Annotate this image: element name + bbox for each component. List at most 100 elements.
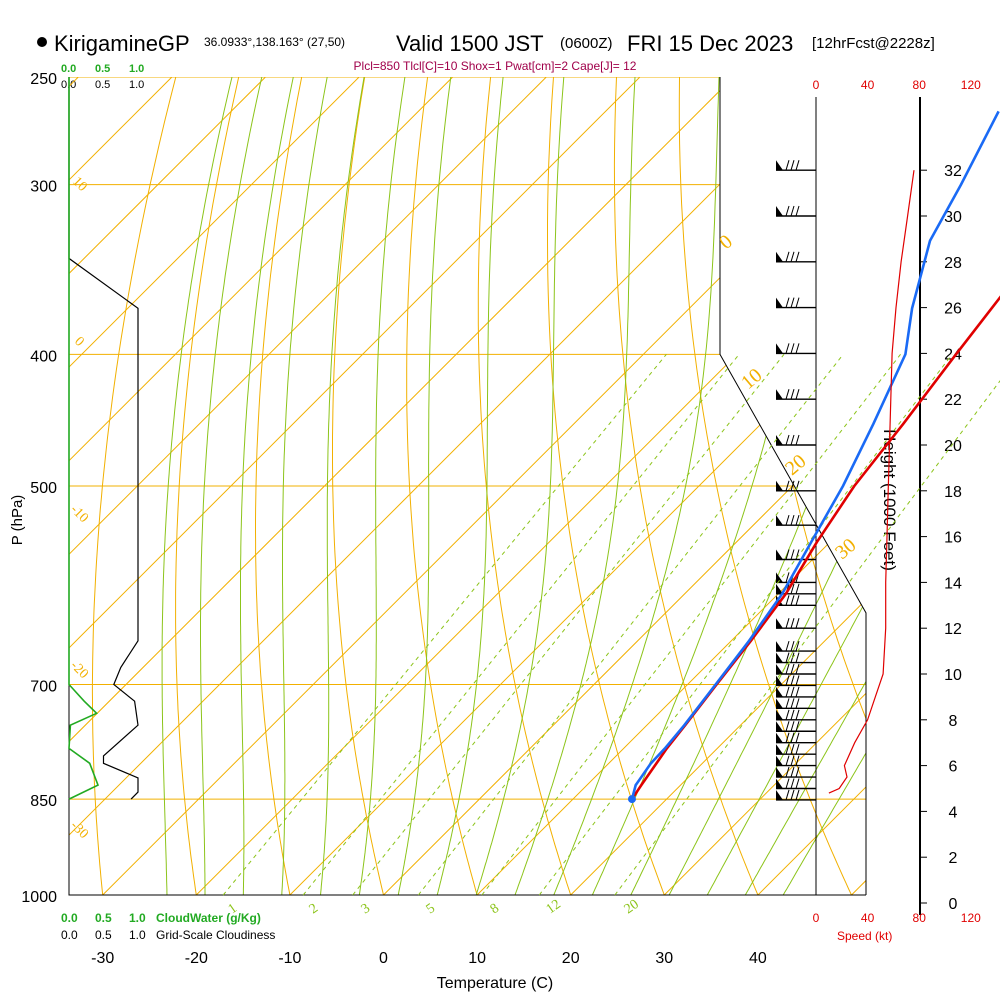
wind-barb-feather <box>795 583 800 594</box>
height-tick-label: 20 <box>944 438 962 455</box>
wind-barb-feather <box>790 766 795 778</box>
wind-barb-feather <box>790 583 795 594</box>
moist-adiabat-line <box>653 77 866 895</box>
dry-adiabat-line <box>255 77 307 895</box>
wind-barb <box>776 251 816 263</box>
wind-barb-feather <box>785 698 790 709</box>
dry-adiabat-label: 0 <box>71 334 87 350</box>
pressure-tick-label: 500 <box>30 480 57 497</box>
bottom-cloudiness-tick-1: 0.5 <box>95 928 112 942</box>
dewpoint-profile-line <box>630 110 1000 800</box>
height-tick-label: 4 <box>949 804 958 821</box>
wind-barb-pennant <box>776 755 783 766</box>
wind-barb-feather <box>785 297 790 308</box>
wind-barb-feather <box>790 480 795 491</box>
top-cloudiness-tick-2: 1.0 <box>129 79 144 91</box>
isotherm-line <box>195 77 866 895</box>
wind-barb-feather <box>790 343 795 354</box>
mixing-ratio-label: 3 <box>359 901 373 917</box>
wind-barb-feather <box>785 789 790 801</box>
temperature-tick-label: 40 <box>749 950 767 967</box>
wind-barb-pennant <box>776 732 783 743</box>
wind-barb-feather <box>790 744 795 755</box>
wind-barb <box>776 663 816 675</box>
wind-barb-pennant <box>776 343 783 354</box>
speed-tick-label-top: 40 <box>861 78 875 92</box>
wind-barb-feather <box>790 698 795 709</box>
valid-time-z: (0600Z) <box>560 35 613 52</box>
wind-barb-pennant <box>776 297 783 308</box>
speed-tick-label-bottom: 0 <box>813 911 820 925</box>
wind-barb-feather <box>785 778 790 789</box>
wind-barb-feather <box>785 755 790 766</box>
moist-adiabat-line <box>391 77 455 895</box>
moist-adiabat-line <box>316 77 369 895</box>
wind-barb-feather <box>795 766 800 778</box>
wind-barb-feather <box>785 709 790 720</box>
temperature-tick-label: -10 <box>278 950 301 967</box>
height-tick-label: 14 <box>944 575 962 592</box>
wind-barb <box>776 652 816 664</box>
mixing-ratio-line <box>302 354 740 896</box>
wind-barb-feather <box>795 160 800 171</box>
valid-time: Valid 1500 JST <box>396 31 544 56</box>
wind-barb-feather <box>795 652 800 663</box>
wind-barb-pennant <box>776 515 783 526</box>
wind-barb <box>776 343 816 355</box>
mixing-ratio-label: 12 <box>544 897 564 917</box>
wind-barb-feather <box>790 686 795 698</box>
moist-adiabat-label: 0 <box>715 231 737 254</box>
isotherm-line <box>289 77 866 895</box>
isotherm-line <box>69 77 266 895</box>
temperature-axis-title: Temperature (C) <box>437 975 553 992</box>
wind-barb-feather <box>790 251 795 262</box>
dry-adiabat-line <box>741 77 866 895</box>
height-tick-label: 28 <box>944 255 962 272</box>
height-tick-label: 12 <box>944 621 962 638</box>
wind-barb-feather <box>785 640 790 652</box>
wind-barb-pennant <box>776 744 783 755</box>
wind-barb-feather <box>795 343 800 354</box>
wind-barb-feather <box>790 297 795 308</box>
wind-barb <box>776 698 816 710</box>
wind-barb-feather <box>795 675 800 686</box>
wind-barb-feather <box>785 480 790 491</box>
bottom-cloud-legend: 0.0 0.5 1.0 CloudWater (g/Kg) 0.0 0.5 1.… <box>61 911 275 942</box>
top-cloudiness-tick-1: 0.5 <box>95 79 110 91</box>
wind-barb-feather <box>790 618 795 629</box>
wind-barb-feather <box>785 205 790 217</box>
valid-date: FRI 15 Dec 2023 <box>627 31 793 56</box>
wind-barb-pennant <box>776 480 783 491</box>
moist-adiabat-label: 10 <box>737 364 766 394</box>
wind-barb-feather <box>790 549 795 560</box>
wind-barb-feather <box>795 709 800 720</box>
dry-adiabat-label: -20 <box>67 658 91 682</box>
wind-barb <box>776 297 816 309</box>
wind-barb-feather <box>785 675 790 686</box>
wind-barb-feather <box>790 675 795 686</box>
wind-barb-feather <box>795 251 800 262</box>
moist-adiabat-label: 20 <box>781 450 810 480</box>
isotherm-line <box>69 77 734 895</box>
cloudiness-legend-label: Grid-Scale Cloudiness <box>156 928 275 942</box>
isotherm-line <box>69 77 641 895</box>
wind-barb-feather <box>790 789 795 801</box>
wind-barb <box>776 160 816 171</box>
wind-barb-feather <box>790 778 795 789</box>
wind-barb-pennant <box>776 767 783 778</box>
dry-adiabat-line <box>91 77 183 895</box>
wind-barb-feather <box>790 755 795 766</box>
mixing-ratio-label: 20 <box>622 897 642 917</box>
wind-barb-pennant <box>776 641 783 652</box>
dry-adiabat-line <box>613 77 771 895</box>
pressure-axis-title: P (hPa) <box>9 495 26 546</box>
moist-adiabat-line <box>279 77 333 895</box>
temperature-tick-label: 0 <box>379 950 388 967</box>
wind-barb-feather <box>795 549 800 560</box>
mixing-ratio-label: 8 <box>488 901 502 917</box>
mixing-ratio-line <box>222 354 667 896</box>
wind-barb-pennant <box>776 572 783 583</box>
speed-tick-label-bottom: 120 <box>961 911 981 925</box>
dry-adiabat-label: -30 <box>67 818 91 842</box>
